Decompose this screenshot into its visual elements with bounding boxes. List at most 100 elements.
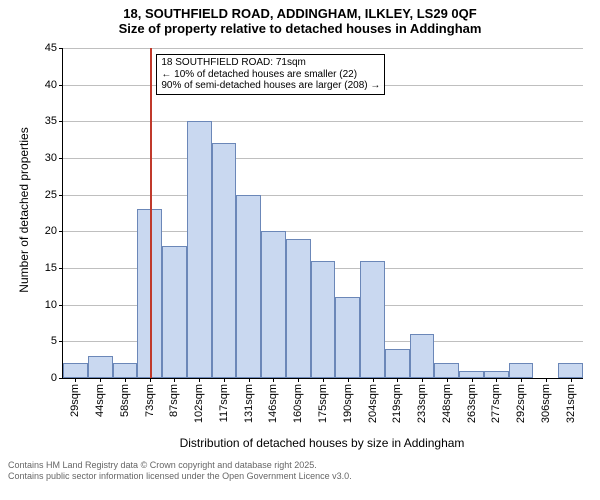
x-tick-label: 321sqm bbox=[565, 384, 577, 423]
x-tick-mark bbox=[373, 378, 374, 382]
x-tick-label: 277sqm bbox=[490, 384, 502, 423]
histogram-bar bbox=[385, 349, 410, 378]
y-tick-mark bbox=[59, 121, 63, 122]
x-tick-mark bbox=[224, 378, 225, 382]
y-tick-label: 10 bbox=[45, 299, 57, 311]
x-tick-label: 44sqm bbox=[94, 384, 106, 417]
x-tick-label: 175sqm bbox=[317, 384, 329, 423]
chart-title-line2: Size of property relative to detached ho… bbox=[0, 21, 600, 36]
y-tick-mark bbox=[59, 305, 63, 306]
gridline bbox=[63, 195, 583, 196]
y-tick-label: 35 bbox=[45, 115, 57, 127]
x-tick-mark bbox=[472, 378, 473, 382]
y-axis-label: Number of detached properties bbox=[17, 45, 31, 375]
gridline bbox=[63, 48, 583, 49]
gridline bbox=[63, 121, 583, 122]
histogram-bar bbox=[509, 363, 534, 378]
x-tick-label: 29sqm bbox=[69, 384, 81, 417]
footer-attribution: Contains HM Land Registry data © Crown c… bbox=[8, 460, 352, 482]
histogram-bar bbox=[162, 246, 187, 378]
annotation-line2: ← 10% of detached houses are smaller (22… bbox=[161, 69, 380, 81]
histogram-bar bbox=[236, 195, 261, 378]
histogram-bar bbox=[558, 363, 583, 378]
x-tick-mark bbox=[100, 378, 101, 382]
y-tick-label: 45 bbox=[45, 42, 57, 54]
y-tick-mark bbox=[59, 268, 63, 269]
y-tick-mark bbox=[59, 231, 63, 232]
histogram-bar bbox=[286, 239, 311, 378]
annotation-box: 18 SOUTHFIELD ROAD: 71sqm ← 10% of detac… bbox=[156, 54, 385, 95]
histogram-bar bbox=[484, 371, 509, 378]
gridline bbox=[63, 158, 583, 159]
chart-title-line1: 18, SOUTHFIELD ROAD, ADDINGHAM, ILKLEY, … bbox=[0, 6, 600, 21]
y-tick-mark bbox=[59, 341, 63, 342]
x-tick-mark bbox=[323, 378, 324, 382]
x-tick-mark bbox=[249, 378, 250, 382]
x-tick-mark bbox=[546, 378, 547, 382]
histogram-bar bbox=[434, 363, 459, 378]
x-tick-label: 248sqm bbox=[441, 384, 453, 423]
histogram-bar bbox=[88, 356, 113, 378]
x-tick-label: 292sqm bbox=[515, 384, 527, 423]
histogram-bar bbox=[335, 297, 360, 378]
x-tick-mark bbox=[273, 378, 274, 382]
chart-titles: 18, SOUTHFIELD ROAD, ADDINGHAM, ILKLEY, … bbox=[0, 0, 600, 36]
x-tick-mark bbox=[348, 378, 349, 382]
x-tick-label: 306sqm bbox=[540, 384, 552, 423]
x-tick-mark bbox=[496, 378, 497, 382]
annotation-line3: 90% of semi-detached houses are larger (… bbox=[161, 80, 380, 92]
x-tick-mark bbox=[150, 378, 151, 382]
x-tick-label: 131sqm bbox=[243, 384, 255, 423]
histogram-bar bbox=[261, 231, 286, 378]
y-tick-label: 25 bbox=[45, 189, 57, 201]
x-tick-mark bbox=[521, 378, 522, 382]
histogram-bar bbox=[187, 121, 212, 378]
plot-area: 18 SOUTHFIELD ROAD: 71sqm ← 10% of detac… bbox=[62, 48, 583, 379]
histogram-bar bbox=[459, 371, 484, 378]
histogram-bar bbox=[311, 261, 336, 378]
property-marker-line bbox=[150, 48, 152, 378]
x-tick-mark bbox=[199, 378, 200, 382]
histogram-bar bbox=[113, 363, 138, 378]
x-tick-label: 87sqm bbox=[168, 384, 180, 417]
x-tick-label: 204sqm bbox=[367, 384, 379, 423]
x-tick-label: 58sqm bbox=[119, 384, 131, 417]
x-tick-label: 190sqm bbox=[342, 384, 354, 423]
x-tick-mark bbox=[174, 378, 175, 382]
x-axis-label: Distribution of detached houses by size … bbox=[62, 436, 582, 450]
x-tick-label: 73sqm bbox=[144, 384, 156, 417]
annotation-line1: 18 SOUTHFIELD ROAD: 71sqm bbox=[161, 57, 380, 69]
footer-line2: Contains public sector information licen… bbox=[8, 471, 352, 482]
histogram-bar bbox=[360, 261, 385, 378]
y-tick-label: 30 bbox=[45, 152, 57, 164]
x-tick-mark bbox=[571, 378, 572, 382]
histogram-bar bbox=[63, 363, 88, 378]
footer-line1: Contains HM Land Registry data © Crown c… bbox=[8, 460, 352, 471]
x-tick-label: 160sqm bbox=[292, 384, 304, 423]
x-tick-label: 219sqm bbox=[391, 384, 403, 423]
y-tick-mark bbox=[59, 195, 63, 196]
x-tick-label: 263sqm bbox=[466, 384, 478, 423]
y-tick-label: 0 bbox=[51, 372, 57, 384]
y-tick-mark bbox=[59, 48, 63, 49]
y-tick-label: 40 bbox=[45, 79, 57, 91]
x-tick-mark bbox=[397, 378, 398, 382]
x-tick-mark bbox=[75, 378, 76, 382]
x-tick-mark bbox=[298, 378, 299, 382]
x-tick-label: 102sqm bbox=[193, 384, 205, 423]
x-tick-mark bbox=[422, 378, 423, 382]
y-tick-mark bbox=[59, 85, 63, 86]
x-tick-mark bbox=[447, 378, 448, 382]
y-tick-mark bbox=[59, 378, 63, 379]
y-tick-label: 5 bbox=[51, 335, 57, 347]
histogram-bar bbox=[410, 334, 435, 378]
chart-container: 18, SOUTHFIELD ROAD, ADDINGHAM, ILKLEY, … bbox=[0, 0, 600, 500]
y-tick-mark bbox=[59, 158, 63, 159]
x-tick-label: 146sqm bbox=[267, 384, 279, 423]
x-tick-mark bbox=[125, 378, 126, 382]
x-tick-label: 117sqm bbox=[218, 384, 230, 422]
x-tick-label: 233sqm bbox=[416, 384, 428, 423]
y-tick-label: 15 bbox=[45, 262, 57, 274]
y-tick-label: 20 bbox=[45, 225, 57, 237]
histogram-bar bbox=[212, 143, 237, 378]
